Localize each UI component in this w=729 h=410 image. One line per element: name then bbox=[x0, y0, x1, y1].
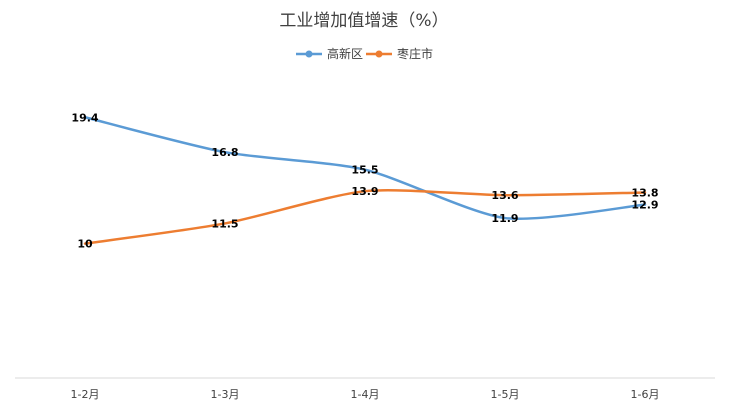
data-label: 15.5 bbox=[351, 164, 378, 177]
x-tick-label: 1-3月 bbox=[211, 388, 240, 401]
series-line-2 bbox=[83, 189, 647, 245]
legend-label: 枣庄市 bbox=[397, 46, 433, 61]
x-axis-ticks: 1-2月 1-3月 1-4月 1-5月 1-6月 bbox=[71, 388, 660, 401]
data-label: 12.9 bbox=[631, 199, 658, 212]
data-label: 16.8 bbox=[211, 146, 238, 159]
data-label: 13.6 bbox=[491, 189, 518, 202]
data-label: 19.4 bbox=[71, 111, 98, 124]
legend-marker bbox=[305, 50, 313, 58]
data-label: 11.5 bbox=[211, 217, 238, 230]
data-label: 10 bbox=[77, 238, 93, 251]
data-label: 11.9 bbox=[491, 212, 518, 225]
legend-marker bbox=[375, 50, 383, 58]
legend: 高新区 枣庄市 bbox=[296, 46, 433, 61]
data-label: 13.9 bbox=[351, 185, 378, 198]
series-line-1 bbox=[83, 116, 647, 220]
x-tick-label: 1-5月 bbox=[491, 388, 520, 401]
legend-label: 高新区 bbox=[327, 46, 363, 61]
x-tick-label: 1-4月 bbox=[351, 388, 380, 401]
data-label: 13.8 bbox=[631, 187, 658, 200]
x-tick-label: 1-6月 bbox=[631, 388, 660, 401]
chart-title: 工业增加值增速（%） bbox=[279, 11, 448, 31]
data-labels: 19.4 16.8 15.5 11.9 12.9 10 11.5 13.9 13.6 13.8 bbox=[71, 111, 658, 250]
series-layer bbox=[83, 116, 647, 245]
x-tick-label: 1-2月 bbox=[71, 388, 100, 401]
